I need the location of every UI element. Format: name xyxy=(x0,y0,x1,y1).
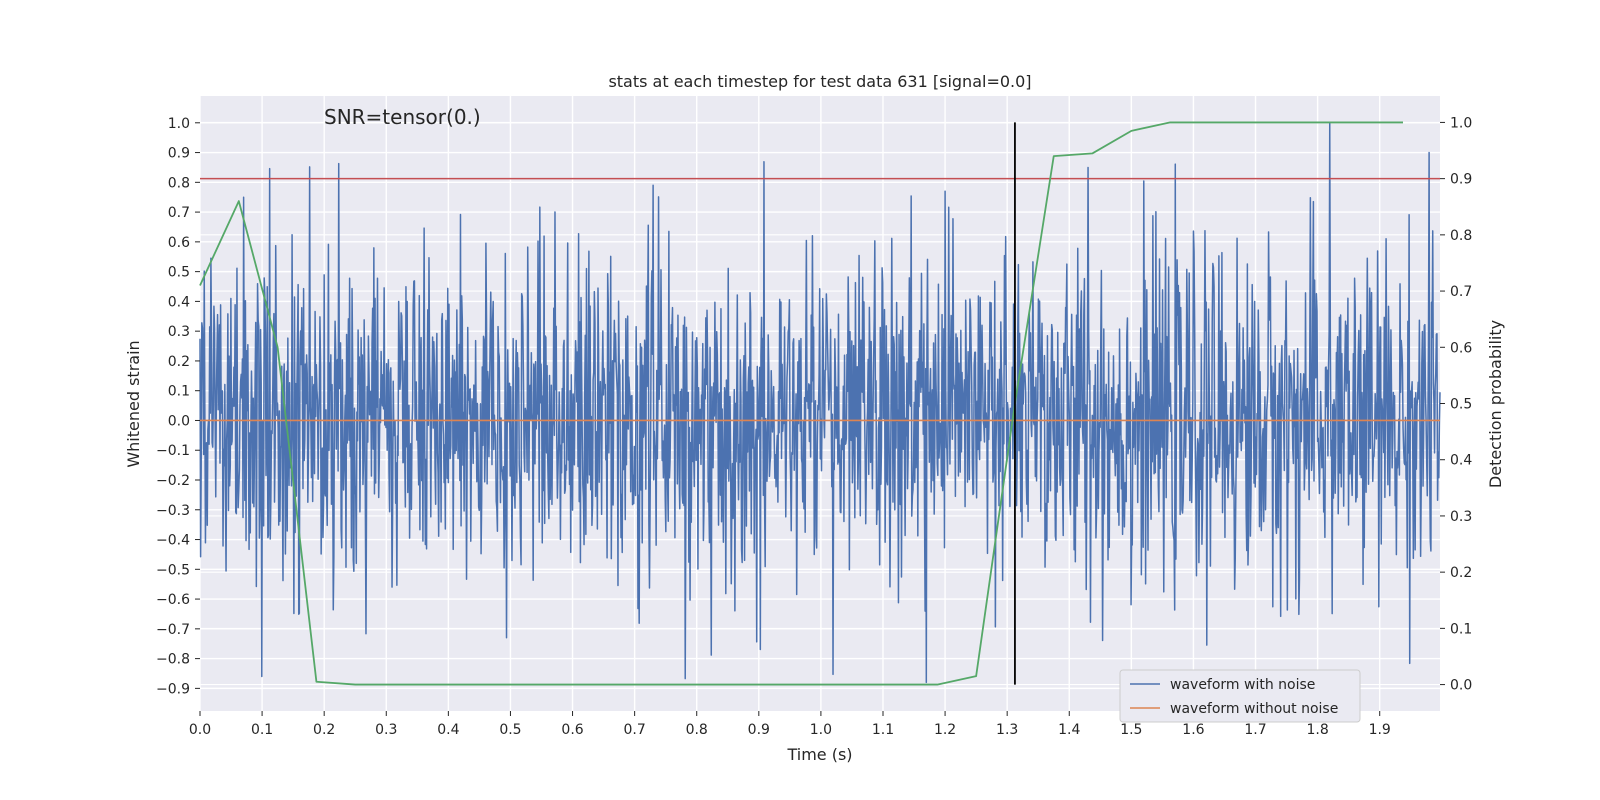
x-tick-label: 1.5 xyxy=(1120,722,1142,738)
left-axis-label: Whitened strain xyxy=(124,340,143,467)
x-tick-label: 0.9 xyxy=(748,722,770,738)
x-tick-label: 1.0 xyxy=(810,722,832,738)
x-axis-ticks: 0.0 0.1 0.2 0.3 0.4 0.5 0.6 0.7 0.8 0.9 1.0 1.1 1.2 1… xyxy=(189,711,1391,738)
x-tick-label: 0.1 xyxy=(251,722,273,738)
x-tick-label: 1.1 xyxy=(872,722,894,738)
y-left-tick-label: 0.4 xyxy=(168,294,190,310)
y-left-tick-label: 0.0 xyxy=(168,413,190,429)
y-right-tick-label: 0.5 xyxy=(1450,397,1472,413)
y-right-tick-label: 0.3 xyxy=(1450,509,1472,525)
x-tick-label: 0.3 xyxy=(375,722,397,738)
y-left-tick-label: −0.7 xyxy=(156,622,190,638)
y-left-tick-label: −0.2 xyxy=(156,473,190,489)
y-left-tick-label: −0.5 xyxy=(156,562,190,578)
x-tick-label: 0.8 xyxy=(686,722,708,738)
y-left-tick-label: −0.8 xyxy=(156,652,190,668)
x-tick-label: 1.2 xyxy=(934,722,956,738)
detection-probability-line xyxy=(199,121,1403,686)
series-layer xyxy=(199,121,1441,686)
y-left-tick-label: 0.9 xyxy=(168,146,190,162)
x-tick-label: 0.2 xyxy=(313,722,335,738)
legend-label-noise: waveform with noise xyxy=(1170,677,1315,693)
x-axis-label: Time (s) xyxy=(786,745,852,764)
x-tick-label: 1.8 xyxy=(1306,722,1328,738)
y-left-tick-label: 0.3 xyxy=(168,324,190,340)
y-right-tick-label: 0.9 xyxy=(1450,172,1472,188)
x-tick-label: 1.9 xyxy=(1369,722,1391,738)
right-axis-ticks: 0.0 0.1 0.2 0.3 0.4 0.5 0.6 0.7 0.8 0.9 1.0 xyxy=(1440,115,1472,694)
y-right-tick-label: 0.2 xyxy=(1450,565,1472,581)
right-axis-label: Detection probability xyxy=(1486,320,1505,488)
left-axis-ticks: −0.9 −0.8 −0.7 −0.6 −0.5 −0.4 −0.3 −0.2 −0.1 0.0 0… xyxy=(156,116,200,697)
legend-label-clean: waveform without noise xyxy=(1170,701,1338,717)
x-tick-label: 0.5 xyxy=(499,722,521,738)
y-left-tick-label: 0.6 xyxy=(168,235,190,251)
y-right-tick-label: 1.0 xyxy=(1450,115,1472,131)
y-left-tick-label: 0.5 xyxy=(168,265,190,281)
y-left-tick-label: −0.1 xyxy=(156,443,190,459)
x-tick-label: 0.6 xyxy=(561,722,583,738)
x-tick-label: 0.4 xyxy=(437,722,459,738)
y-left-tick-label: 0.2 xyxy=(168,354,190,370)
x-tick-label: 0.0 xyxy=(189,722,211,738)
x-tick-label: 1.4 xyxy=(1058,722,1080,738)
y-right-tick-label: 0.0 xyxy=(1450,678,1472,694)
x-tick-label: 1.6 xyxy=(1182,722,1204,738)
chart-title: stats at each timestep for test data 631… xyxy=(608,72,1031,91)
y-left-tick-label: 1.0 xyxy=(168,116,190,132)
y-right-tick-label: 0.6 xyxy=(1450,340,1472,356)
y-right-tick-label: 0.4 xyxy=(1450,453,1472,469)
y-left-tick-label: −0.6 xyxy=(156,592,190,608)
y-left-tick-label: −0.3 xyxy=(156,503,190,519)
snr-annotation: SNR=tensor(0.) xyxy=(324,105,481,129)
y-left-tick-label: 0.7 xyxy=(168,205,190,221)
waveform-with-noise-line xyxy=(199,122,1441,684)
y-left-tick-label: −0.9 xyxy=(156,681,190,697)
y-right-tick-label: 0.7 xyxy=(1450,284,1472,300)
y-right-tick-label: 0.8 xyxy=(1450,228,1472,244)
x-tick-label: 1.7 xyxy=(1244,722,1266,738)
legend: waveform with noise waveform without noi… xyxy=(1119,669,1361,723)
y-right-tick-label: 0.1 xyxy=(1450,621,1472,637)
y-left-tick-label: 0.1 xyxy=(168,384,190,400)
x-tick-label: 1.3 xyxy=(996,722,1018,738)
y-left-tick-label: −0.4 xyxy=(156,533,190,549)
x-tick-label: 0.7 xyxy=(623,722,645,738)
y-left-tick-label: 0.8 xyxy=(168,175,190,191)
legend-box xyxy=(1119,669,1361,723)
